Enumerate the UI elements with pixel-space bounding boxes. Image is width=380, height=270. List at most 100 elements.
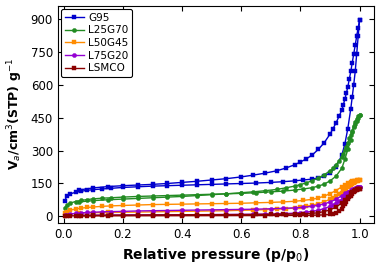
L75G20 [280, 207, 285, 210]
L75G20 [120, 210, 125, 213]
LSMCO [67, 214, 72, 218]
LSMCO [85, 214, 90, 217]
G95 [345, 127, 350, 130]
L25G70 [269, 190, 273, 193]
LSMCO [328, 208, 332, 211]
LSMCO [73, 214, 78, 217]
L25G70 [165, 194, 169, 197]
LSMCO [356, 187, 361, 190]
LSMCO [150, 213, 155, 217]
LSMCO [120, 214, 125, 217]
L50G45 [165, 203, 169, 206]
G95 [150, 184, 155, 188]
L25G70 [150, 194, 155, 198]
G95 [269, 181, 273, 184]
L75G20 [180, 209, 184, 212]
G95 [334, 166, 338, 169]
L25G70 [350, 130, 355, 133]
L50G45 [150, 203, 155, 206]
G95 [352, 83, 356, 86]
X-axis label: Relative pressure (p/p$_0$): Relative pressure (p/p$_0$) [122, 247, 310, 264]
G95 [357, 18, 362, 21]
L75G20 [85, 211, 90, 214]
LSMCO [343, 198, 347, 201]
LSMCO [334, 205, 338, 209]
G95 [62, 200, 67, 203]
LSMCO [301, 212, 306, 215]
L25G70 [340, 167, 344, 170]
LSMCO [345, 195, 350, 198]
LSMCO [79, 214, 84, 217]
L75G20 [292, 206, 297, 210]
L25G70 [195, 193, 199, 196]
L25G70 [292, 188, 297, 192]
L50G45 [353, 179, 358, 182]
L25G70 [239, 192, 244, 195]
L50G45 [352, 179, 356, 183]
G95 [67, 193, 72, 196]
LSMCO [280, 212, 285, 216]
L50G45 [340, 185, 344, 188]
L75G20 [150, 209, 155, 212]
G95 [280, 180, 285, 183]
L75G20 [322, 202, 326, 205]
L25G70 [322, 183, 326, 186]
L75G20 [310, 205, 315, 208]
L75G20 [350, 188, 355, 191]
L25G70 [280, 190, 285, 193]
L25G70 [352, 125, 356, 128]
G95 [350, 95, 355, 98]
LSMCO [135, 213, 140, 217]
L50G45 [328, 192, 332, 195]
G95 [340, 153, 344, 157]
LSMCO [109, 214, 113, 217]
L25G70 [91, 197, 96, 201]
G95 [165, 184, 169, 187]
L50G45 [73, 207, 78, 211]
L75G20 [356, 185, 361, 189]
Legend: G95, L25G70, L50G45, L75G20, LSMCO: G95, L25G70, L50G45, L75G20, LSMCO [61, 9, 133, 77]
L25G70 [348, 138, 353, 141]
L25G70 [100, 197, 104, 200]
L75G20 [73, 212, 78, 215]
L50G45 [195, 202, 199, 205]
L75G20 [269, 207, 273, 210]
L25G70 [73, 200, 78, 203]
L25G70 [135, 195, 140, 198]
G95 [135, 185, 140, 188]
L75G20 [357, 185, 362, 188]
L50G45 [350, 180, 355, 183]
L75G20 [224, 208, 229, 211]
G95 [310, 177, 315, 181]
L50G45 [280, 200, 285, 204]
L25G70 [316, 184, 320, 188]
L50G45 [135, 203, 140, 207]
LSMCO [355, 188, 359, 191]
L75G20 [135, 209, 140, 212]
L25G70 [65, 203, 69, 207]
G95 [224, 182, 229, 185]
L50G45 [348, 180, 353, 184]
G95 [180, 184, 184, 187]
G95 [355, 52, 359, 56]
LSMCO [352, 189, 356, 192]
L25G70 [79, 199, 84, 202]
L75G20 [65, 213, 69, 216]
LSMCO [195, 213, 199, 216]
L25G70 [85, 198, 90, 201]
G95 [322, 175, 326, 178]
L50G45 [355, 179, 359, 182]
L75G20 [328, 200, 332, 204]
G95 [343, 142, 347, 146]
LSMCO [165, 213, 169, 217]
L75G20 [352, 187, 356, 190]
L50G45 [301, 199, 306, 202]
LSMCO [340, 201, 344, 204]
G95 [100, 187, 104, 191]
L50G45 [120, 204, 125, 207]
L50G45 [357, 178, 362, 182]
G95 [79, 190, 84, 193]
LSMCO [239, 213, 244, 216]
L25G70 [334, 175, 338, 178]
LSMCO [348, 192, 353, 195]
